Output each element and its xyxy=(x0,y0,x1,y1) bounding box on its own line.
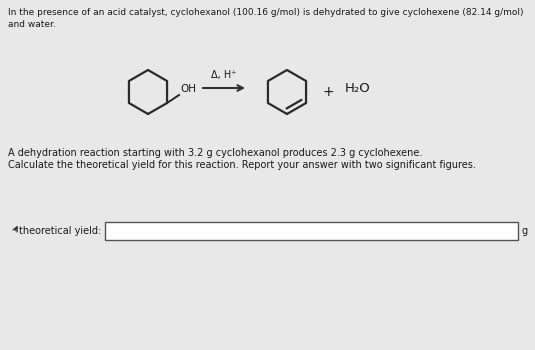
Text: In the presence of an acid catalyst, cyclohexanol (100.16 g/mol) is dehydrated t: In the presence of an acid catalyst, cyc… xyxy=(8,8,524,17)
Text: A dehydration reaction starting with 3.2 g cyclohexanol produces 2.3 g cyclohexe: A dehydration reaction starting with 3.2… xyxy=(8,148,422,158)
Text: H₂O: H₂O xyxy=(345,82,371,95)
Text: Δ, H⁺: Δ, H⁺ xyxy=(211,70,237,80)
Text: OH: OH xyxy=(180,84,196,94)
Bar xyxy=(105,222,518,240)
Text: theoretical yield:: theoretical yield: xyxy=(19,226,101,236)
Text: Calculate the theoretical yield for this reaction. Report your answer with two s: Calculate the theoretical yield for this… xyxy=(8,160,476,170)
Text: g: g xyxy=(522,226,528,236)
Text: and water.: and water. xyxy=(8,20,56,29)
Text: +: + xyxy=(322,85,334,99)
